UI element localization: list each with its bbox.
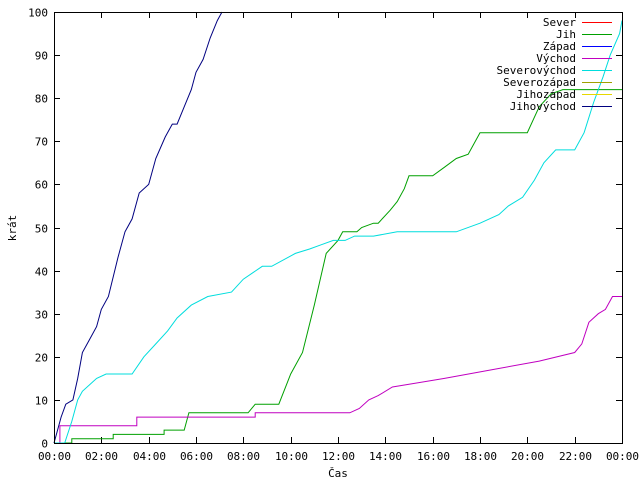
x-tick-label: 08:00 bbox=[227, 450, 260, 463]
x-tick-label: 02:00 bbox=[85, 450, 118, 463]
y-tick-label: 50 bbox=[35, 223, 48, 236]
series-line-východ bbox=[54, 296, 622, 444]
series-line-severovýchod bbox=[54, 20, 623, 444]
legend-label: Východ bbox=[536, 52, 576, 65]
ticks-layer: 0 10 20 30 40 50 60 70 80 90 100 00:00 02:00 04:00 06:… bbox=[28, 7, 639, 464]
x-axis-label: Čas bbox=[328, 467, 348, 480]
y-tick-label: 80 bbox=[35, 93, 48, 106]
y-tick-label: 40 bbox=[35, 266, 48, 279]
plot-frame bbox=[54, 12, 623, 444]
y-tick-label: 20 bbox=[35, 352, 48, 365]
x-tick-label: 22:00 bbox=[559, 450, 592, 463]
x-tick-label: 18:00 bbox=[464, 450, 497, 463]
legend: SeverJihZápadVýchodSeverovýchodSeverozáp… bbox=[497, 16, 612, 113]
series-layer bbox=[53, 11, 623, 444]
y-tick-label: 0 bbox=[41, 438, 48, 451]
x-tick-label: 14:00 bbox=[369, 450, 402, 463]
y-tick-label: 100 bbox=[28, 7, 48, 20]
legend-label: Jih bbox=[556, 28, 576, 41]
legend-label: Sever bbox=[543, 16, 576, 29]
x-tick-label: 12:00 bbox=[322, 450, 355, 463]
x-tick-label: 16:00 bbox=[417, 450, 450, 463]
series-line-jihovýchod bbox=[53, 11, 223, 444]
y-tick-label: 60 bbox=[35, 179, 48, 192]
y-tick-label: 30 bbox=[35, 309, 48, 322]
x-tick-label: 20:00 bbox=[511, 450, 544, 463]
x-tick-label: 00:00 bbox=[606, 450, 639, 463]
x-tick-label: 06:00 bbox=[180, 450, 213, 463]
legend-label: Jihovýchod bbox=[510, 100, 576, 113]
series-line-jih bbox=[54, 89, 622, 444]
x-tick-label: 04:00 bbox=[133, 450, 166, 463]
x-tick-label: 00:00 bbox=[38, 450, 71, 463]
legend-label: Západ bbox=[543, 40, 576, 53]
legend-label: Severovýchod bbox=[497, 64, 576, 77]
y-tick-label: 70 bbox=[35, 136, 48, 149]
y-axis-label: krát bbox=[6, 215, 19, 242]
x-tick-label: 10:00 bbox=[275, 450, 308, 463]
y-tick-label: 10 bbox=[35, 395, 48, 408]
legend-label: Severozápad bbox=[503, 76, 576, 89]
y-tick-label: 90 bbox=[35, 50, 48, 63]
legend-label: Jihozápad bbox=[516, 88, 576, 101]
